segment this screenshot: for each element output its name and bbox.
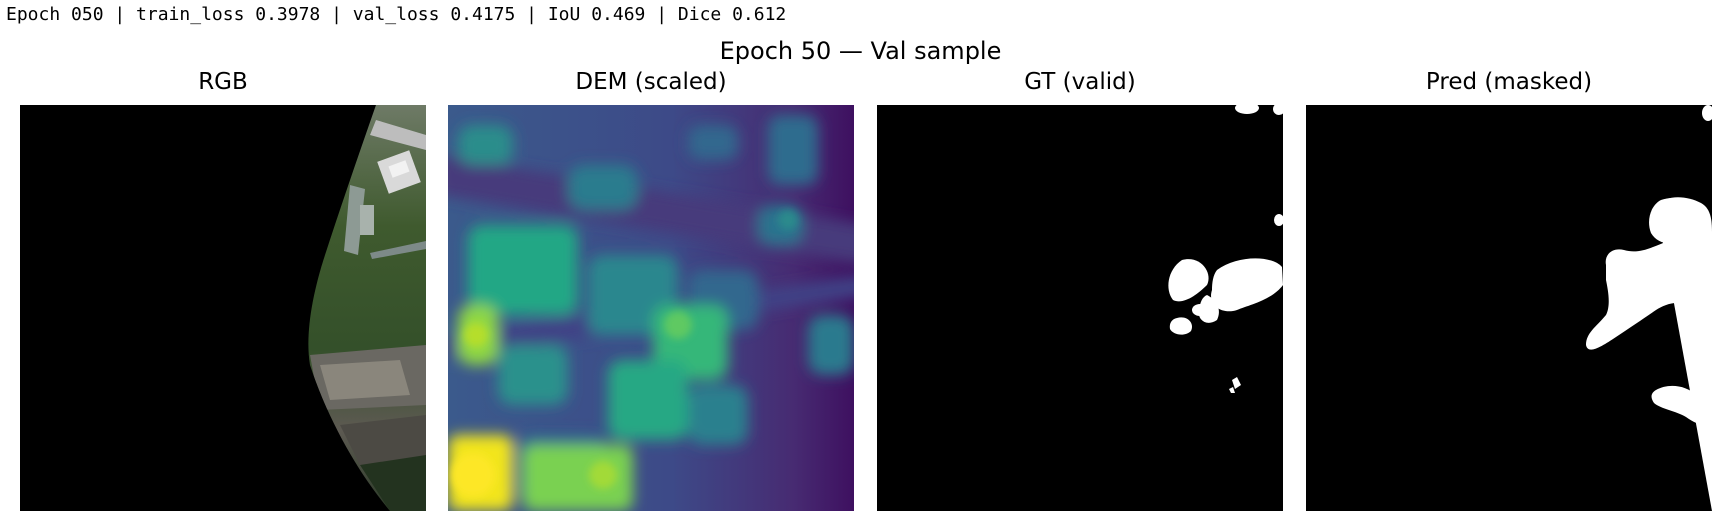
panel-title-dem: DEM (scaled): [575, 69, 727, 95]
figure-suptitle: Epoch 50 — Val sample: [719, 37, 1002, 65]
pred-binary-mask: [1306, 105, 1712, 511]
panel-title-pred: Pred (masked): [1425, 69, 1593, 95]
dem-elevation-map: [448, 105, 854, 511]
gt-binary-mask: [877, 105, 1283, 511]
panel-title-gt: GT (valid): [1024, 69, 1136, 95]
validation-figure: Epoch 50 — Val sample RGB: [0, 30, 1721, 517]
rgb-image-panel: [20, 105, 426, 511]
panel-title-rgb: RGB: [198, 69, 248, 95]
gt-mask-panel: [877, 105, 1283, 511]
training-log-line: Epoch 050 | train_loss 0.3978 | val_loss…: [6, 4, 787, 25]
pred-mask-panel: [1306, 105, 1712, 511]
rgb-aerial-image: [20, 105, 426, 511]
dem-image-panel: [448, 105, 854, 511]
